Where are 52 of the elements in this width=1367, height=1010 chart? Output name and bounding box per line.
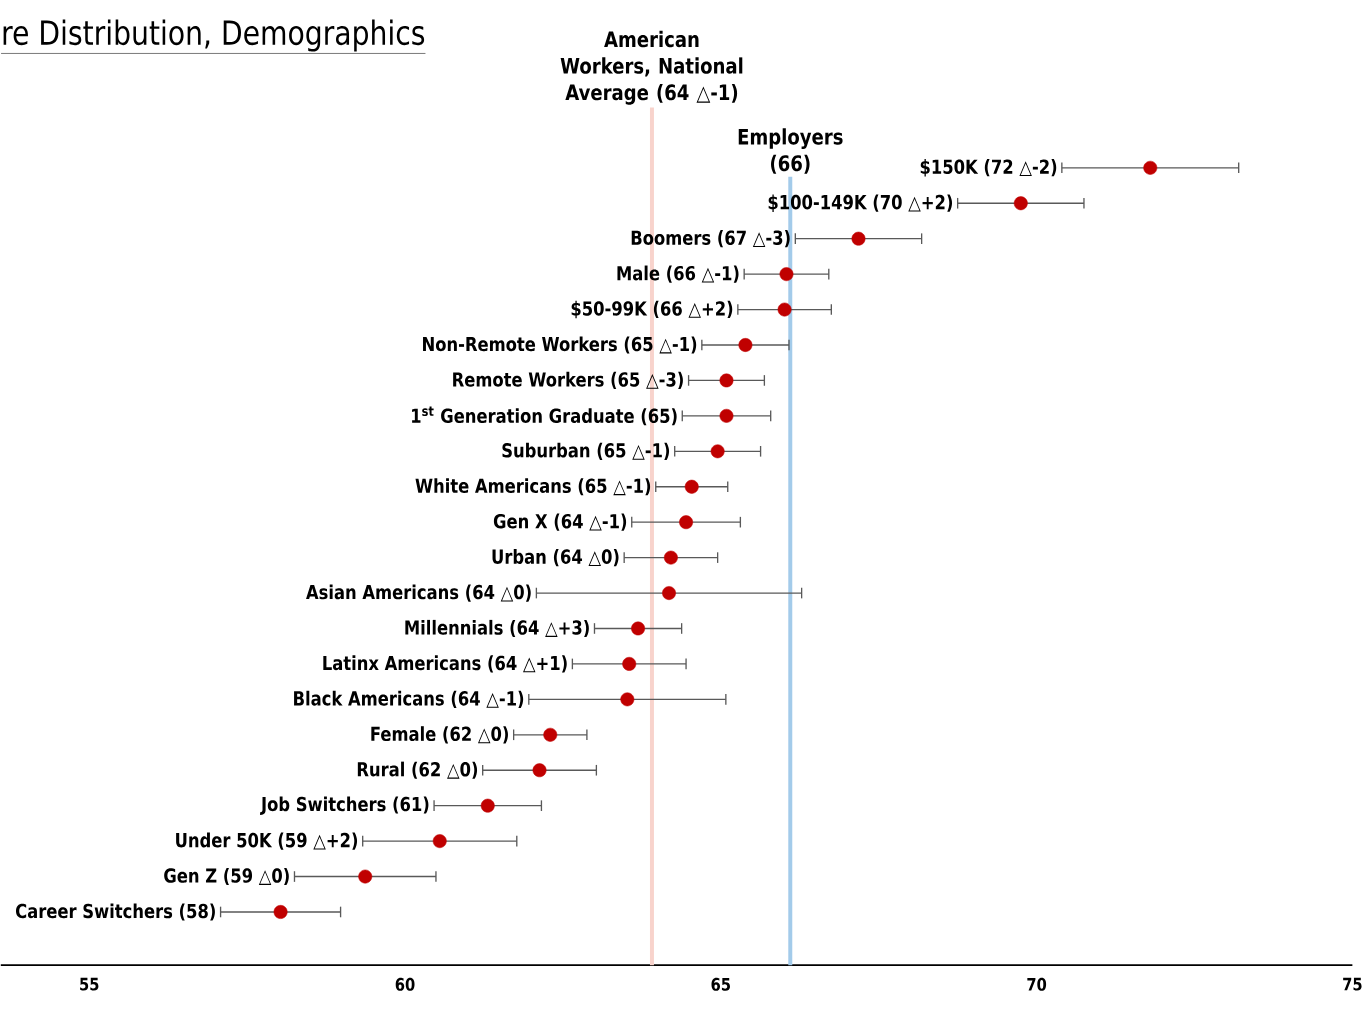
y-tick-label: Latinx Americans (64 △+1) (323, 655, 567, 673)
point (432, 834, 447, 849)
y-tick-label: Gen Z (59 △0) (164, 867, 289, 886)
point (684, 479, 699, 494)
point (662, 586, 676, 600)
point (622, 657, 637, 671)
y-tick-label: Remote Workers (65 △-3) (453, 371, 683, 390)
y-tick-label: Male (66 △-1) (617, 265, 739, 283)
point (779, 267, 794, 282)
y-tick-label: Non-Remote Workers (65 △-1) (423, 336, 697, 354)
y-tick-label: Millennials (64 △+3) (405, 619, 589, 638)
y-tick-label: Under 50K (59 △+2) (176, 832, 358, 850)
y-tick-label: Black Americans (64 △-1) (294, 690, 524, 708)
y-tick-label: Gen X (64 △-1) (493, 513, 627, 531)
point (710, 444, 725, 459)
point (663, 550, 678, 565)
point (851, 231, 866, 246)
point (532, 763, 547, 778)
y-tick-label: Job Switchers (61) (260, 796, 429, 815)
x-tick-label: 65 (711, 977, 730, 991)
y-tick-label: Boomers (67 △-3) (631, 230, 790, 248)
y-tick-label: Female (62 △0) (371, 726, 508, 744)
x-tick-label: 75 (1343, 977, 1362, 991)
point (480, 798, 495, 813)
point (738, 338, 753, 352)
point (358, 869, 373, 884)
x-tick-label: 55 (80, 977, 99, 991)
point (543, 727, 558, 742)
point (679, 515, 693, 530)
chart-title: re Distribution, Demographics (3, 19, 425, 52)
point (719, 373, 734, 388)
point (1013, 196, 1028, 211)
ref-line-label: Employers (66) (738, 128, 843, 174)
y-tick-label: Rural (62 △0) (357, 761, 478, 779)
point (273, 905, 288, 919)
y-tick-label: Suburban (65 △-1) (502, 442, 670, 460)
y-tick-label: $100-149K (70 △+2) (768, 194, 953, 213)
y-tick-label: $150K (72 △-2) (920, 159, 1057, 177)
ref-line-label: American Workers, National Average (64 △-1) (560, 30, 743, 105)
point (631, 621, 645, 636)
y-tick-label: $50-99K (66 △+2) (571, 300, 733, 319)
y-tick-label: White Americans (65 △-1) (415, 478, 651, 496)
y-tick-label: 1$^{st}$ Generation Graduate (65) (412, 406, 677, 426)
point (620, 692, 635, 707)
point (1143, 160, 1158, 175)
y-tick-label: Urban (64 △0) (492, 549, 619, 567)
point (719, 408, 734, 423)
point (777, 302, 792, 317)
y-tick-label: Asian Americans (64 △0) (306, 584, 531, 602)
x-tick-label: 60 (395, 977, 415, 991)
y-tick-label: Career Switchers (58) (16, 903, 215, 921)
x-tick-label: 70 (1027, 977, 1047, 991)
